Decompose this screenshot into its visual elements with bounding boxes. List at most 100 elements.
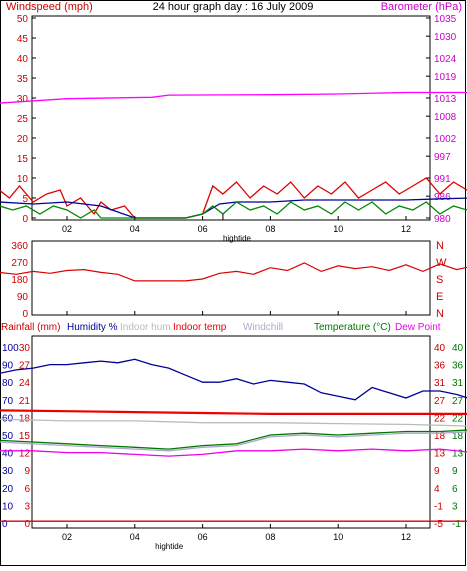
- windspeed-tick: 35: [17, 74, 29, 85]
- temperature-tick: 9: [434, 466, 440, 477]
- dewpoint-tick: 31: [452, 378, 464, 389]
- dewpoint-tick: 6: [452, 484, 458, 495]
- rainfall-tick: 18: [19, 413, 31, 424]
- series-line-humidity-: [0, 358, 467, 401]
- humidity-tick: 20: [2, 484, 14, 495]
- humidity-tick: 90: [2, 361, 14, 372]
- windspeed-tick: 30: [17, 94, 29, 105]
- windspeed-axis-label: Windspeed (mph): [6, 1, 93, 13]
- rainfall-tick: 9: [24, 466, 30, 477]
- panel1-series-line-3: [0, 201, 467, 219]
- humidity-tick: 0: [2, 519, 8, 530]
- rainfall-tick: 15: [19, 431, 31, 442]
- series-line-indoor-temp: [0, 409, 467, 415]
- windspeed-tick: 40: [17, 54, 29, 65]
- windspeed-tick: 50: [17, 14, 29, 25]
- direction-tick: 360: [11, 241, 28, 252]
- dewpoint-tick: 22: [452, 413, 464, 424]
- x-tick-label: 10: [333, 532, 343, 542]
- legend-entry: Rainfall (mm): [1, 322, 60, 333]
- rainfall-tick: 21: [19, 396, 31, 407]
- barometer-tick: 1035: [434, 14, 457, 25]
- legend-entry: Humidity %: [67, 322, 118, 333]
- dewpoint-tick: 13: [452, 449, 464, 460]
- x-tick-label: 06: [198, 224, 208, 234]
- x-tick-label: 02: [62, 224, 72, 234]
- rainfall-tick: 12: [19, 449, 31, 460]
- barometer-tick: 1002: [434, 134, 457, 145]
- barometer-tick: 986: [434, 192, 451, 203]
- legend-entry: Temperature (°C): [314, 322, 391, 333]
- x-tick-label: 12: [401, 224, 411, 234]
- barometer-tick: 1024: [434, 54, 457, 65]
- compass-tick: S: [436, 274, 443, 286]
- rainfall-tick: 6: [24, 484, 30, 495]
- windspeed-tick: 5: [22, 194, 28, 205]
- compass-tick: N: [436, 240, 444, 252]
- compass-tick: E: [436, 291, 443, 303]
- windspeed-tick: 45: [17, 34, 29, 45]
- x-tick-label: 08: [265, 532, 275, 542]
- humidity-tick: 80: [2, 378, 14, 389]
- series-line-dew-point: [0, 448, 467, 457]
- wind-direction-line-0: [0, 262, 467, 282]
- chart-title: 24 hour graph day : 16 July 2009: [153, 1, 314, 13]
- windspeed-tick: 0: [22, 214, 28, 225]
- humidity-tick: 100: [2, 343, 19, 354]
- x-tick-label: 08: [265, 224, 275, 234]
- windspeed-tick: 10: [17, 174, 29, 185]
- series-line-windchill: [0, 431, 467, 452]
- temperature-tick: -5: [434, 519, 443, 530]
- temperature-tick: 4: [434, 484, 440, 495]
- humidity-tick: 40: [2, 449, 14, 460]
- x-tick-label: 10: [333, 224, 343, 234]
- barometer-tick: 991: [434, 174, 451, 185]
- temperature-tick: 36: [434, 361, 446, 372]
- windspeed-tick: 20: [17, 134, 29, 145]
- hightide-label: hightide: [223, 234, 252, 243]
- humidity-tick: 50: [2, 431, 14, 442]
- humidity-tick: 10: [2, 501, 14, 512]
- barometer-tick: 1019: [434, 72, 457, 83]
- series-line-temperature-c-: [0, 429, 467, 450]
- legend-entry: Indoor temp: [173, 322, 227, 333]
- dewpoint-tick: -1: [452, 519, 461, 530]
- barometer-axis-label: Barometer (hPa): [381, 1, 462, 13]
- barometer-tick: 1013: [434, 94, 457, 105]
- temperature-tick: 40: [434, 343, 446, 354]
- x-tick-label: 06: [198, 532, 208, 542]
- barometer-tick: 1030: [434, 32, 457, 43]
- rainfall-tick: 27: [19, 361, 31, 372]
- series-line-indoor-hum: [0, 418, 467, 427]
- temperature-tick: 22: [434, 413, 446, 424]
- legend-entry: Windchill: [243, 322, 283, 333]
- x-tick-label: 04: [130, 532, 140, 542]
- wind-direction-panel: [31, 240, 431, 316]
- barometer-tick: 1008: [434, 112, 457, 123]
- direction-tick: 0: [22, 309, 28, 320]
- humidity-tick: 70: [2, 396, 14, 407]
- x-tick-label: 04: [130, 224, 140, 234]
- dewpoint-tick: 40: [452, 343, 464, 354]
- direction-tick: 270: [11, 258, 28, 269]
- barometer-tick: 980: [434, 214, 451, 225]
- direction-tick: 90: [17, 292, 29, 303]
- dewpoint-tick: 27: [452, 396, 464, 407]
- compass-tick: N: [436, 308, 444, 320]
- rainfall-tick: 30: [19, 343, 31, 354]
- windspeed-tick: 15: [17, 154, 29, 165]
- compass-tick: W: [436, 257, 447, 269]
- direction-tick: 180: [11, 275, 28, 286]
- barometer-tick: 997: [434, 152, 451, 163]
- dewpoint-tick: 36: [452, 361, 464, 372]
- temperature-tick: 27: [434, 396, 446, 407]
- temperature-tick: 31: [434, 378, 446, 389]
- humidity-tick: 30: [2, 466, 14, 477]
- dewpoint-tick: 9: [452, 466, 458, 477]
- rainfall-tick: 3: [24, 501, 30, 512]
- rainfall-tick: 24: [19, 378, 31, 389]
- x-tick-label: 12: [401, 532, 411, 542]
- temperature-tick: -1: [434, 501, 443, 512]
